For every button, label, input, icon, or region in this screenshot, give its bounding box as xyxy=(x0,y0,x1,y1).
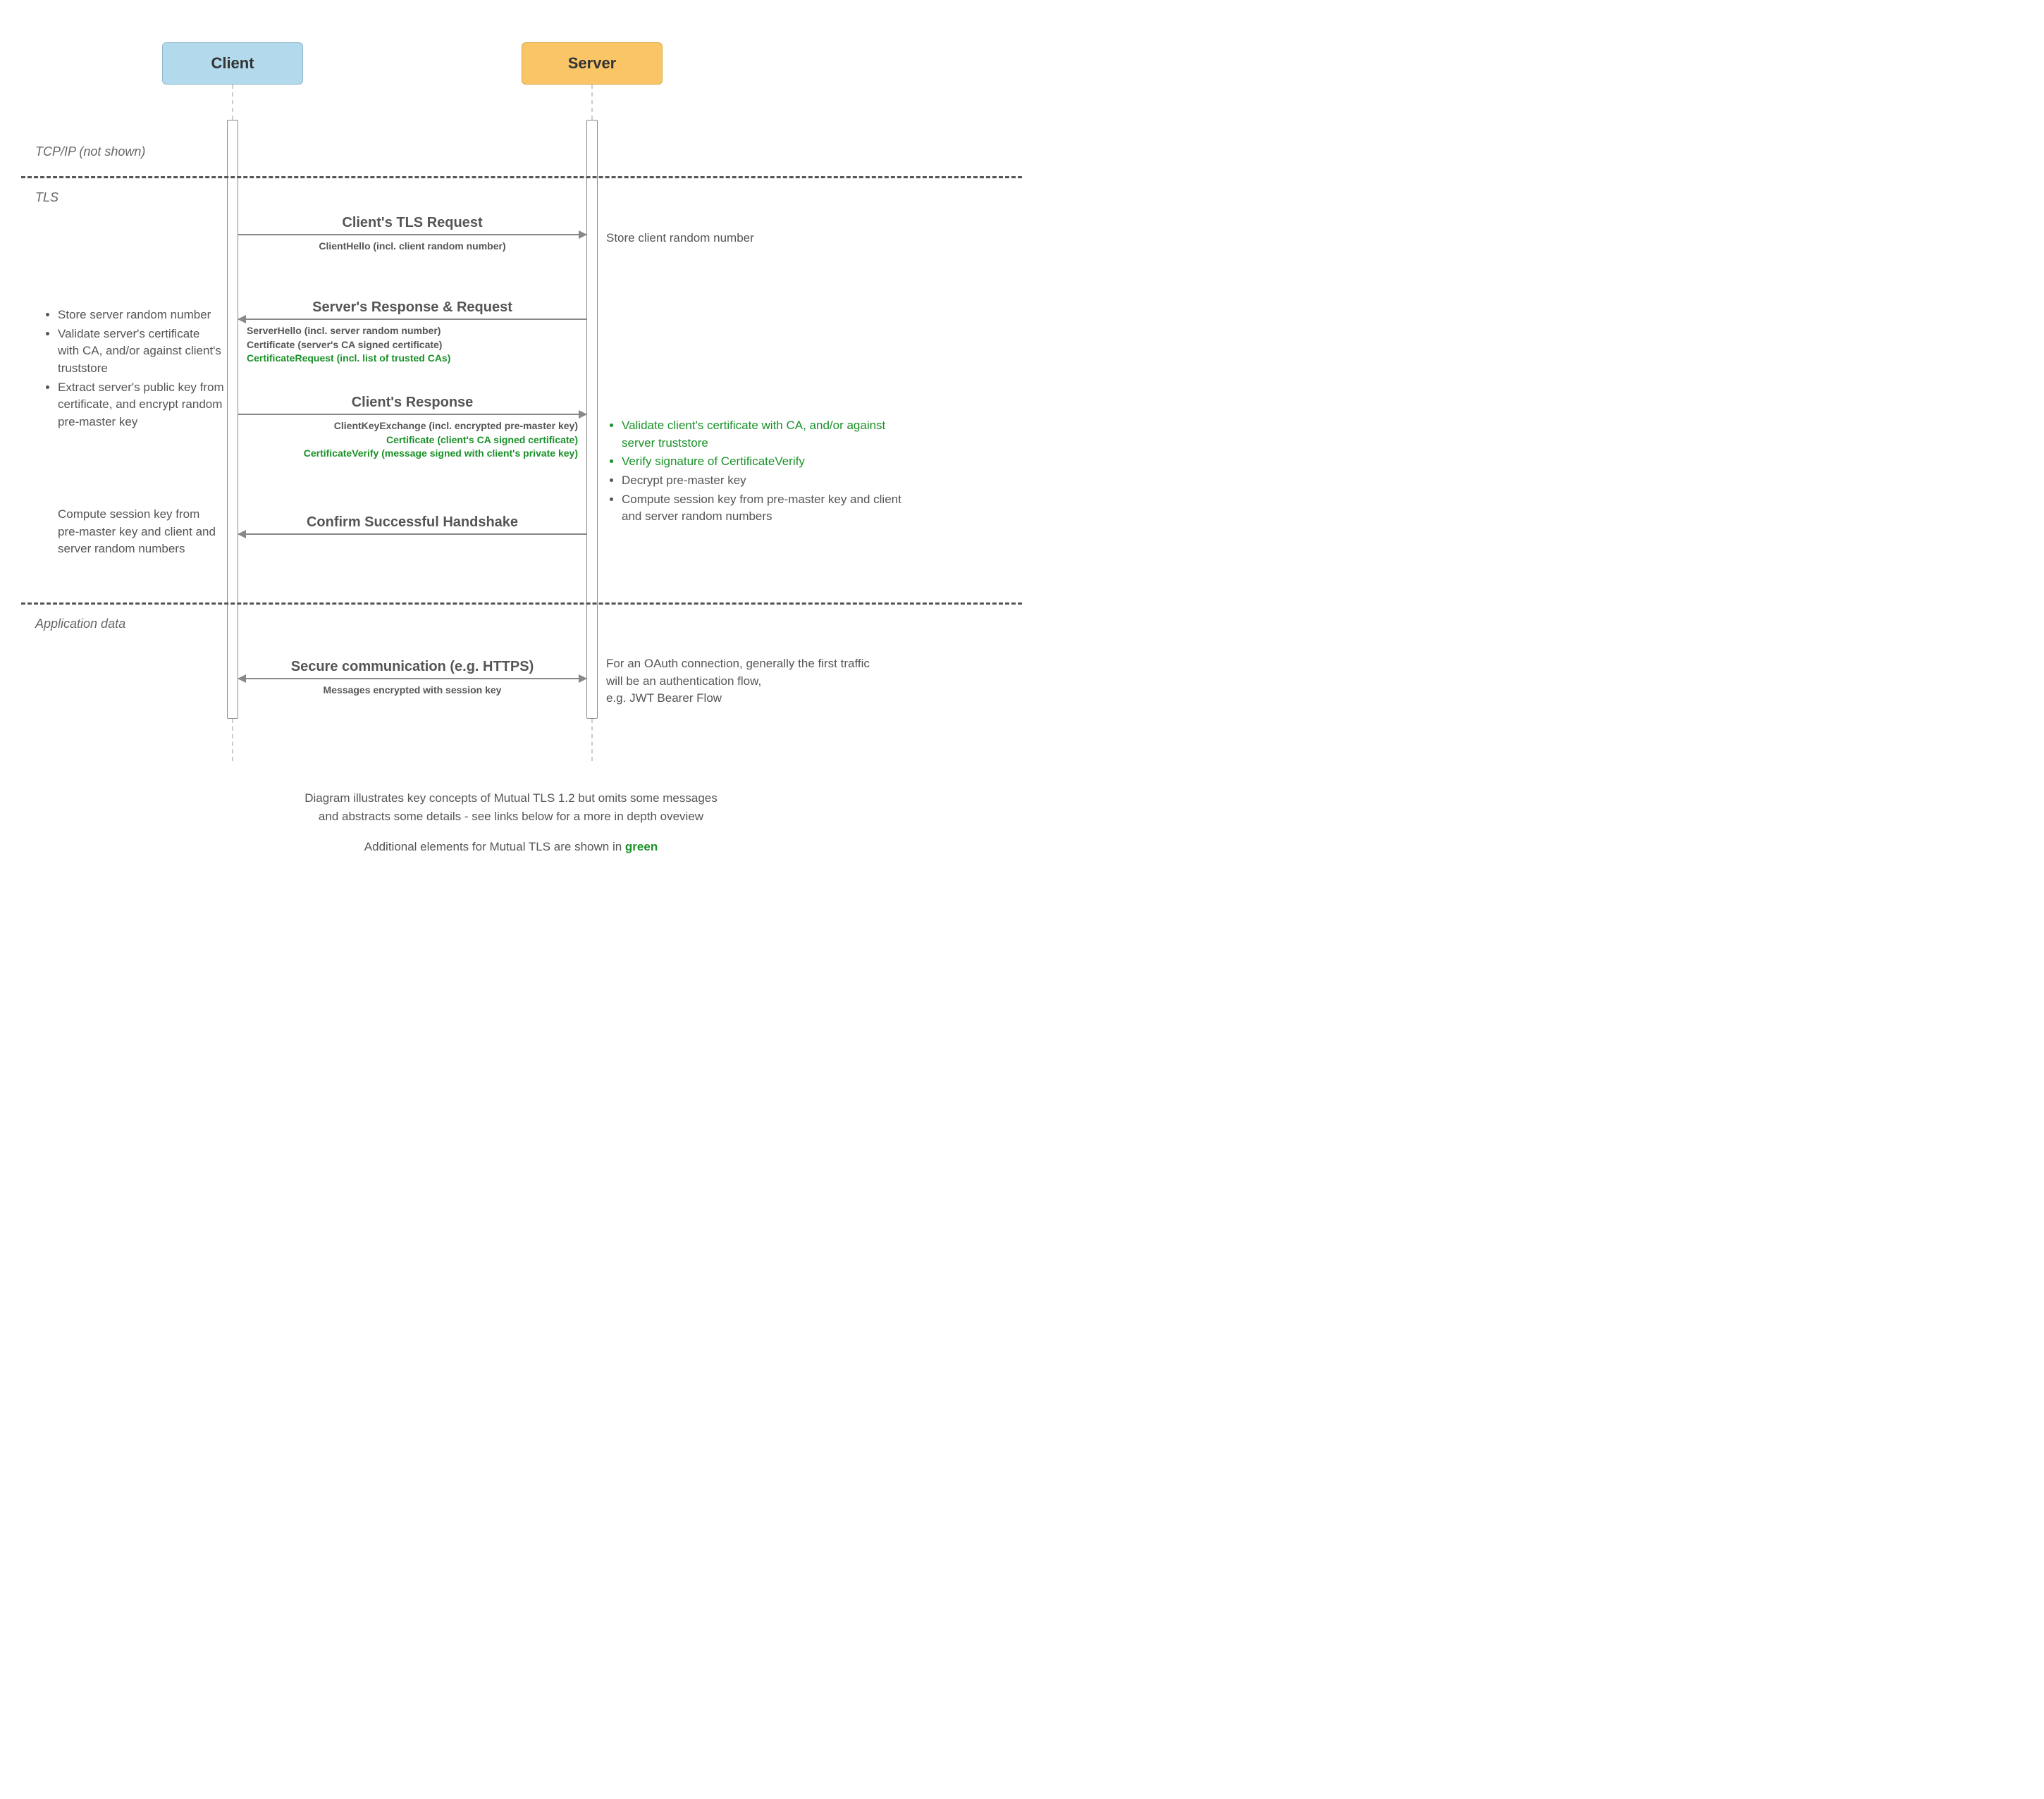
client-lifeline-bottom xyxy=(232,719,233,761)
participant-client-label: Client xyxy=(211,54,254,73)
message-3-sub: ClientKeyExchange (incl. encrypted pre-m… xyxy=(238,419,586,461)
footer-line3b: green xyxy=(625,840,658,853)
footer-line3a: Additional elements for Mutual TLS are s… xyxy=(364,840,625,853)
m3-server-note-3: Compute session key from pre-master key … xyxy=(622,491,909,526)
message-1-server-note: Store client random number xyxy=(606,230,874,247)
client-activation xyxy=(227,120,238,719)
section-appdata-label: Application data xyxy=(35,617,125,631)
message-2: Server's Response & Request ServerHello … xyxy=(238,299,586,366)
message-2-arrow xyxy=(238,319,586,320)
footer-block: Diagram illustrates key concepts of Mutu… xyxy=(14,789,1008,856)
message-4-title: Confirm Successful Handshake xyxy=(238,514,586,531)
message-4-arrow xyxy=(238,533,586,535)
footer-line1: Diagram illustrates key concepts of Mutu… xyxy=(14,789,1008,808)
message-3: Client's Response ClientKeyExchange (inc… xyxy=(238,395,586,461)
message-3-arrow xyxy=(238,414,586,415)
message-3-sub-1: Certificate (client's CA signed certific… xyxy=(238,433,578,447)
message-2-sub-1: Certificate (server's CA signed certific… xyxy=(247,338,586,352)
message-3-server-note: Validate client's certificate with CA, a… xyxy=(606,417,909,527)
message-3-title: Client's Response xyxy=(238,395,586,411)
message-3-sub-2: CertificateVerify (message signed with c… xyxy=(238,447,578,461)
m2-client-note-1: Validate server's certificate with CA, a… xyxy=(58,326,224,378)
section-tls-label: TLS xyxy=(35,190,59,205)
section-divider-2 xyxy=(21,602,1022,605)
message-2-client-note: Store server random number Validate serv… xyxy=(42,307,224,432)
server-activation xyxy=(586,120,598,719)
m3-server-note-2: Decrypt pre-master key xyxy=(622,472,909,490)
message-5-sub-0: Messages encrypted with session key xyxy=(238,684,586,698)
message-5: Secure communication (e.g. HTTPS) Messag… xyxy=(238,659,586,698)
message-2-title: Server's Response & Request xyxy=(238,299,586,316)
client-lifeline-top xyxy=(232,85,233,120)
participant-client: Client xyxy=(162,42,303,85)
message-5-title: Secure communication (e.g. HTTPS) xyxy=(238,659,586,675)
m3-server-note-1: Verify signature of CertificateVerify xyxy=(622,453,909,471)
m3-server-note-0: Validate client's certificate with CA, a… xyxy=(622,417,909,452)
message-1-arrow xyxy=(238,234,586,235)
message-1-title: Client's TLS Request xyxy=(238,215,586,231)
m2-client-note-2: Extract server's public key from certifi… xyxy=(58,379,224,431)
message-2-sub-0: ServerHello (incl. server random number) xyxy=(247,324,586,338)
participant-server-label: Server xyxy=(568,54,617,73)
message-4: Confirm Successful Handshake xyxy=(238,514,586,539)
m2-client-note-0: Store server random number xyxy=(58,307,224,324)
footer-line2: and abstracts some details - see links b… xyxy=(14,808,1008,826)
sequence-diagram: Client Server TCP/IP (not shown) TLS App… xyxy=(14,21,1008,867)
message-1-sub-0: ClientHello (incl. client random number) xyxy=(238,240,586,254)
message-2-sub-2: CertificateRequest (incl. list of truste… xyxy=(247,352,586,366)
message-5-sub: Messages encrypted with session key xyxy=(238,684,586,698)
message-1: Client's TLS Request ClientHello (incl. … xyxy=(238,215,586,254)
message-5-arrow xyxy=(238,678,586,679)
section-divider-1 xyxy=(21,176,1022,178)
section-tcpip-label: TCP/IP (not shown) xyxy=(35,144,145,159)
message-3-sub-0: ClientKeyExchange (incl. encrypted pre-m… xyxy=(238,419,578,433)
message-4-client-note: Compute session key from pre-master key … xyxy=(58,506,224,558)
message-1-sub: ClientHello (incl. client random number) xyxy=(238,240,586,254)
message-2-sub: ServerHello (incl. server random number)… xyxy=(238,324,586,366)
message-5-server-note: For an OAuth connection, generally the f… xyxy=(606,655,888,707)
server-lifeline-bottom xyxy=(591,719,593,761)
server-lifeline-top xyxy=(591,85,593,120)
participant-server: Server xyxy=(522,42,663,85)
